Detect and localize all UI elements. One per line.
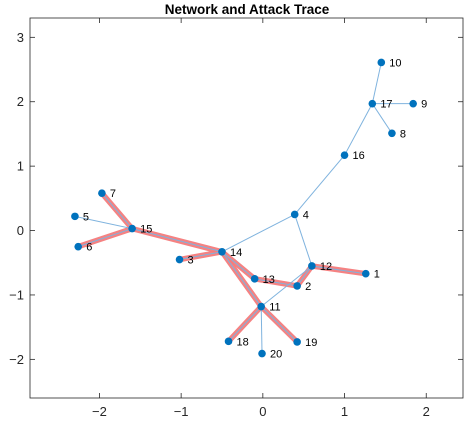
y-tick-label: 1 [17, 159, 24, 174]
network-edge [221, 251, 262, 307]
network-edge [78, 228, 133, 248]
node-marker [71, 212, 79, 221]
node-marker [290, 210, 299, 219]
y-tick-label: −2 [9, 352, 24, 367]
y-tick-label: −1 [9, 287, 24, 302]
node-marker [293, 282, 301, 290]
node-marker [258, 349, 266, 358]
x-tick-label: 2 [423, 404, 430, 419]
axes-box [29, 17, 464, 399]
node-label: 19 [305, 337, 317, 349]
node-label: 8 [400, 128, 406, 140]
network-edge [260, 306, 298, 343]
node-label: 18 [237, 336, 249, 348]
network-edge [371, 103, 393, 134]
node-marker [175, 255, 184, 264]
plot-area: −2 −1 0 1 2−2−101231234567891011121314151617… [9, 17, 464, 419]
network-edge [371, 62, 382, 104]
network-edge [260, 265, 313, 307]
y-tick-label: 3 [17, 30, 24, 45]
node-label: 7 [110, 188, 116, 200]
node-marker [293, 338, 301, 346]
node-label: 9 [421, 99, 427, 111]
network-edge [179, 251, 223, 261]
network-edge [311, 265, 366, 275]
node-label: 3 [188, 255, 194, 267]
node-label: 1 [374, 269, 380, 281]
node-marker [74, 242, 83, 251]
node-label: 4 [303, 209, 309, 221]
network-edge [101, 192, 133, 229]
network-edge [221, 213, 295, 253]
node-label: 14 [230, 247, 242, 259]
chart-title: Network and Attack Trace [165, 2, 330, 17]
node-marker [224, 337, 233, 346]
node-marker [388, 129, 396, 138]
node-label: 15 [140, 224, 152, 236]
node-label: 17 [380, 99, 392, 111]
network-edge [344, 103, 373, 156]
y-tick-label: 0 [17, 223, 24, 238]
node-label: 6 [86, 242, 92, 254]
node-marker [250, 275, 259, 283]
node-marker [377, 58, 386, 67]
x-tick-label: 0 [259, 404, 266, 419]
node-label: 13 [263, 274, 275, 286]
node-marker [98, 189, 106, 197]
network-edge [74, 215, 133, 230]
node-label: 12 [320, 261, 332, 273]
node-label: 20 [270, 349, 282, 361]
node-label: 2 [305, 281, 311, 293]
network-edge [296, 265, 313, 287]
node-label: 5 [83, 211, 89, 223]
x-tick-label: 1 [341, 404, 348, 419]
x-tick-label: −1 [174, 404, 189, 419]
node-marker [368, 99, 377, 108]
network-edge [294, 154, 345, 215]
network-edge [294, 214, 313, 267]
node-label: 11 [269, 302, 280, 314]
node-marker [409, 99, 417, 108]
node-marker [257, 302, 266, 311]
network-edge [254, 278, 298, 287]
node-marker [218, 247, 226, 256]
network-edge [260, 306, 263, 354]
y-tick-label: 2 [17, 94, 24, 109]
network-edge [228, 306, 262, 342]
node-label: 16 [353, 150, 365, 162]
network-edge [221, 251, 255, 280]
network-edge [131, 228, 223, 253]
node-marker [361, 269, 370, 278]
node-marker [308, 262, 316, 270]
node-marker [128, 224, 136, 233]
x-tick-label: −2 [92, 404, 107, 419]
node-label: 10 [389, 57, 401, 69]
node-marker [340, 151, 349, 159]
